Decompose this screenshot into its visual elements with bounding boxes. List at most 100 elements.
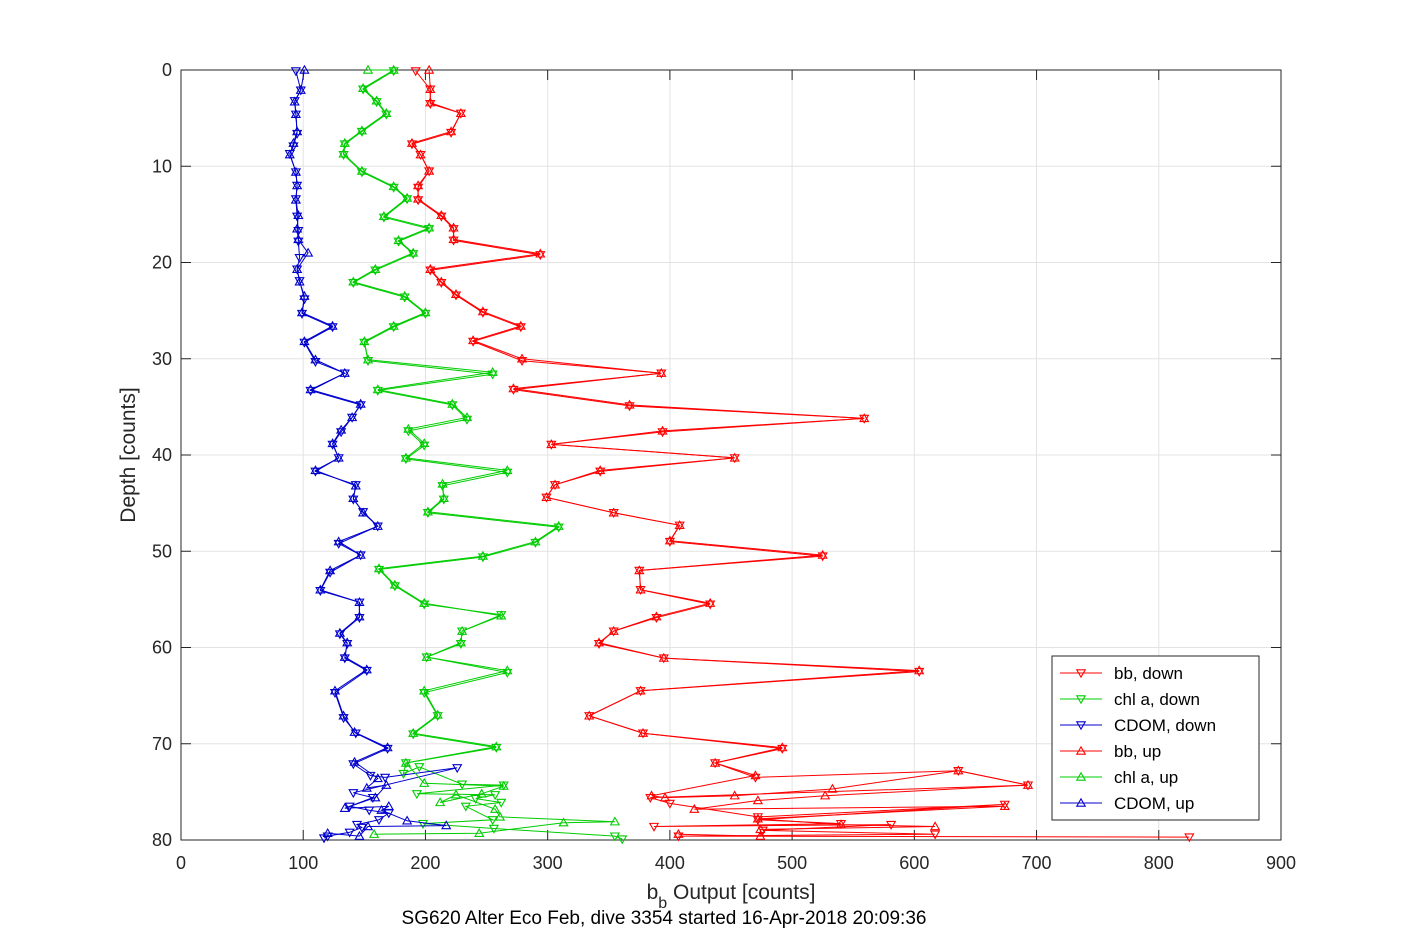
data-point [408, 727, 419, 737]
data-point [400, 455, 412, 465]
y-tick-label: 20 [152, 253, 172, 273]
data-point [382, 742, 393, 752]
data-point [515, 320, 526, 330]
data-point [455, 108, 467, 118]
data-point [324, 568, 336, 578]
series-line [343, 70, 623, 840]
data-point [664, 799, 676, 809]
data-point [835, 819, 847, 829]
data-point [651, 611, 662, 621]
data-point [419, 685, 430, 695]
data-point [657, 428, 668, 438]
data-point [339, 137, 350, 147]
data-point [595, 467, 606, 477]
data-point [291, 126, 303, 136]
data-point [342, 637, 353, 647]
data-point [419, 597, 430, 607]
x-tick-label: 700 [1022, 853, 1052, 873]
data-point [635, 584, 646, 594]
data-point [608, 507, 619, 517]
data-point [420, 307, 431, 317]
x-tick-label: 100 [288, 853, 318, 873]
data-point [437, 482, 448, 492]
data-point [357, 507, 369, 517]
legend-entry: CDOM, up [1114, 794, 1194, 813]
x-tick-label: 300 [533, 853, 563, 873]
data-point [422, 506, 434, 516]
legend-entry: CDOM, down [1114, 716, 1216, 735]
data-point [338, 148, 349, 158]
data-point [755, 830, 766, 840]
data-point [456, 625, 468, 635]
data-point [502, 465, 513, 475]
data-point [673, 832, 684, 842]
data-point [752, 813, 764, 823]
data-point [349, 726, 360, 736]
x-tick-label: 800 [1144, 853, 1174, 873]
data-point [461, 412, 473, 422]
data-point [609, 832, 621, 842]
data-point [362, 64, 374, 74]
data-point [914, 667, 925, 677]
data-point [489, 791, 501, 801]
data-point [305, 386, 316, 396]
y-tick-label: 40 [152, 445, 172, 465]
data-point [408, 247, 419, 257]
data-point [423, 165, 435, 175]
data-point [516, 356, 528, 366]
data-point [398, 769, 409, 779]
data-point [356, 823, 368, 833]
data-point [477, 306, 489, 316]
data-point [401, 192, 413, 202]
data-point [368, 828, 380, 838]
legend-marker [1075, 695, 1087, 705]
data-point [827, 783, 838, 793]
data-point [530, 538, 541, 548]
data-point [419, 777, 430, 787]
data-point [329, 685, 341, 695]
data-point [476, 788, 487, 798]
data-point [412, 180, 424, 190]
chart-title: SG620 Alter Eco Feb, dive 3354 started 1… [402, 908, 927, 929]
data-point [729, 452, 740, 462]
data-point [383, 801, 394, 811]
data-point [290, 67, 302, 77]
x-axis-label-subscript: b [658, 895, 667, 912]
data-point [609, 816, 621, 826]
y-tick-label: 70 [152, 734, 172, 754]
data-point [334, 630, 346, 640]
data-point [425, 97, 436, 107]
x-tick-label: 600 [899, 853, 929, 873]
data-point [400, 452, 412, 462]
data-point [553, 520, 564, 530]
data-point [382, 744, 393, 754]
x-axis-label-main: b [647, 881, 659, 904]
axis-ticks: 0 100 200 300 400 500 600 700 800 900 0 10 20 30 40 50 6… [152, 60, 1296, 873]
data-point [293, 234, 304, 244]
data-point [324, 565, 336, 575]
data-point [389, 579, 401, 589]
data-point [322, 827, 333, 837]
data-point [530, 536, 541, 546]
data-point [488, 824, 500, 834]
data-point [333, 452, 344, 462]
data-point [487, 366, 498, 376]
data-point [508, 383, 519, 393]
series-3 [406, 64, 1034, 840]
legend-marker [1075, 797, 1087, 807]
data-point [284, 149, 295, 159]
data-point [393, 235, 404, 245]
data-point [423, 222, 435, 232]
data-point [400, 757, 412, 767]
data-point [359, 336, 370, 346]
data-point [664, 537, 676, 547]
data-point [508, 385, 519, 395]
data-point [378, 210, 390, 220]
data-point [455, 637, 467, 647]
legend: bb, down chl a, down CDOM, down bb, up chl a… [1051, 655, 1260, 821]
data-point [859, 413, 870, 423]
data-point [461, 415, 473, 425]
data-point [359, 338, 370, 348]
data-point [354, 611, 365, 621]
